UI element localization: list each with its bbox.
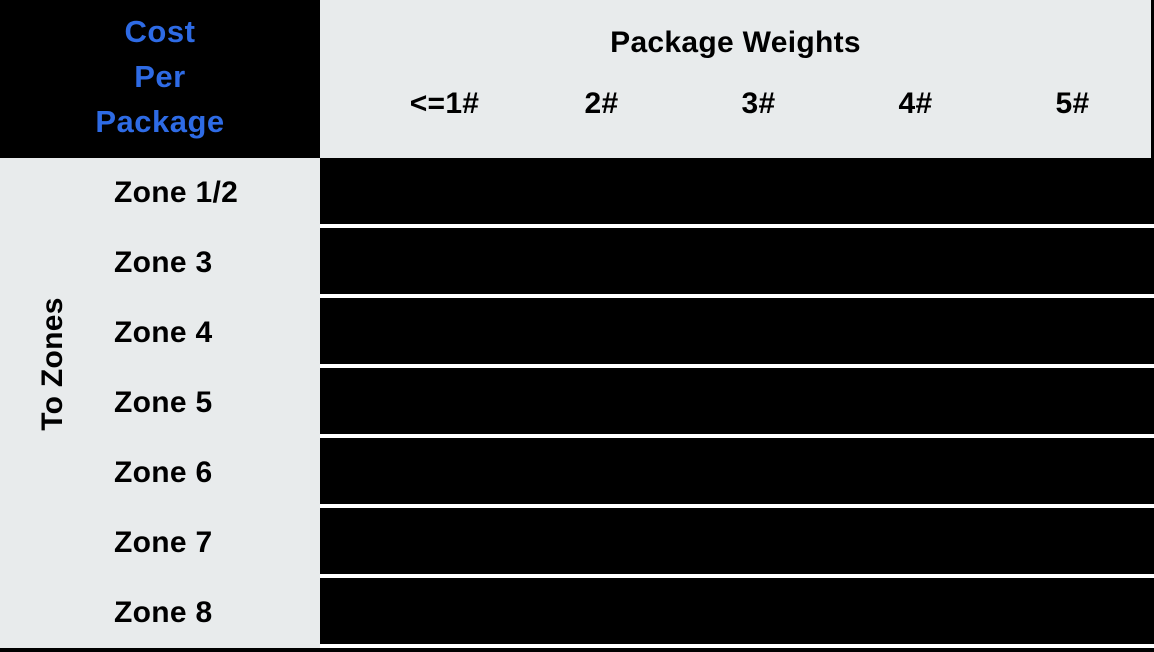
rate-data-cell	[654, 578, 821, 644]
to-zones-axis-label: To Zones	[36, 297, 69, 431]
rate-data-cell	[987, 438, 1154, 504]
rate-data-cell	[320, 228, 487, 294]
rate-data-cell	[654, 368, 821, 434]
zone-row-label: Zone 5	[114, 386, 213, 419]
rate-data-cell	[654, 158, 821, 224]
zone-row-label: Zone 7	[114, 526, 213, 559]
rate-data-cell	[320, 298, 487, 364]
rate-data-cell	[820, 508, 987, 574]
rate-data-cell	[320, 438, 487, 504]
zone-row-label: Zone 4	[114, 316, 213, 349]
zones-column: To Zones Zone 1/2 Zone 3 Zone 4 Zone 5 Z…	[0, 158, 320, 648]
rate-data-cell	[820, 158, 987, 224]
rate-data-cell	[987, 298, 1154, 364]
rate-data-cell	[487, 438, 654, 504]
rate-data-cell	[987, 508, 1154, 574]
rate-data-cell	[320, 368, 487, 434]
rate-data-cell	[987, 578, 1154, 644]
zone-row-label: Zone 8	[114, 596, 213, 629]
rate-data-cell	[820, 298, 987, 364]
rate-data-row	[320, 298, 1154, 364]
rate-data-row	[320, 578, 1154, 644]
cost-per-package-line: Package	[95, 104, 225, 139]
rate-data-cell	[820, 438, 987, 504]
rate-data-cell	[987, 228, 1154, 294]
rate-data-row	[320, 508, 1154, 574]
rate-data-cell	[487, 298, 654, 364]
rate-data-cell	[987, 368, 1154, 434]
rate-data-cell	[654, 228, 821, 294]
rate-data-row	[320, 158, 1154, 224]
rate-data-row	[320, 228, 1154, 294]
rate-data-cell	[487, 158, 654, 224]
cost-per-package-header: Cost Per Package	[0, 0, 320, 158]
zone-row-label: Zone 6	[114, 456, 213, 489]
weight-column-header-4: 4#	[898, 87, 933, 120]
weight-column-header-2: 2#	[584, 87, 619, 120]
rate-data-cell	[654, 298, 821, 364]
cost-per-package-line: Per	[134, 59, 186, 94]
rate-data-cell	[320, 578, 487, 644]
weight-column-headers: <=1# 2# 3# 4# 5#	[320, 87, 1151, 121]
cost-per-package-line: Cost	[124, 14, 196, 49]
package-weights-header: Package Weights <=1# 2# 3# 4# 5#	[320, 0, 1154, 158]
rate-data-cell	[487, 578, 654, 644]
weight-column-header-3: 3#	[741, 87, 776, 120]
rate-data-cell	[987, 158, 1154, 224]
rate-data-cell	[487, 228, 654, 294]
rate-data-row	[320, 368, 1154, 434]
rate-data-cell	[487, 508, 654, 574]
package-weights-title: Package Weights	[610, 26, 861, 59]
weight-column-header-5: 5#	[1055, 87, 1090, 120]
rate-data-cell	[320, 508, 487, 574]
rate-data-cell	[487, 368, 654, 434]
rate-data-cell	[820, 228, 987, 294]
rate-data-row	[320, 438, 1154, 504]
rate-data-cell	[820, 578, 987, 644]
rate-data-cell	[820, 368, 987, 434]
rate-data-cell	[654, 508, 821, 574]
rate-data-cell	[320, 158, 487, 224]
rate-data-cell	[654, 438, 821, 504]
weight-column-header-1: <=1#	[409, 87, 480, 120]
zone-row-label: Zone 3	[114, 246, 213, 279]
zone-row-label: Zone 1/2	[114, 176, 239, 209]
rate-data-area	[320, 158, 1154, 648]
